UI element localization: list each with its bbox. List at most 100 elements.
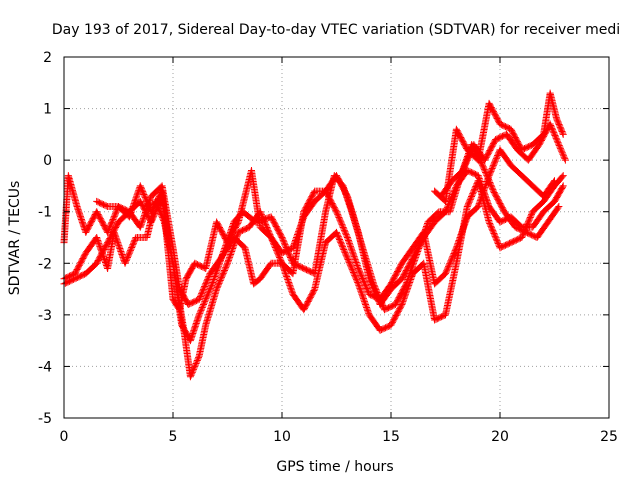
data-point: [489, 228, 497, 236]
data-point: [153, 205, 161, 213]
data-point: [270, 241, 278, 249]
data-point: [215, 279, 223, 287]
data-point: [481, 167, 489, 175]
data-point: [352, 259, 360, 267]
data-point: [559, 130, 567, 138]
data-point: [107, 220, 115, 228]
data-point: [199, 285, 207, 293]
data-point: [547, 123, 555, 131]
data-point: [104, 228, 112, 236]
data-point: [550, 178, 558, 186]
data-point: [145, 200, 153, 208]
data-point: [155, 199, 163, 207]
data-point: [223, 261, 231, 269]
data-point: [485, 173, 493, 181]
data-point: [102, 202, 110, 210]
data-point: [341, 228, 349, 236]
data-point: [200, 299, 208, 307]
data-point: [210, 275, 218, 283]
data-point: [202, 278, 210, 286]
data-point: [189, 367, 197, 375]
data-point: [348, 245, 356, 253]
data-point: [553, 137, 561, 145]
data-point: [123, 255, 131, 263]
data-point: [555, 142, 563, 150]
data-point: [481, 183, 489, 191]
data-point: [198, 290, 206, 298]
data-point: [337, 218, 345, 226]
data-point: [116, 245, 124, 253]
data-point: [282, 242, 290, 250]
data-point: [125, 249, 133, 257]
data-point: [116, 246, 124, 254]
data-point: [337, 219, 345, 227]
data-point: [284, 248, 292, 256]
data-point: [338, 241, 346, 249]
data-point: [486, 170, 494, 178]
data-point: [273, 246, 281, 254]
data-point: [113, 237, 121, 245]
data-point: [94, 236, 102, 244]
data-point: [363, 305, 371, 313]
data-point: [188, 368, 196, 376]
data-point: [150, 211, 158, 219]
data-point: [340, 225, 348, 233]
data-point: [211, 273, 219, 281]
data-point: [554, 139, 562, 147]
data-point: [93, 235, 101, 243]
x-tick-label: 0: [60, 429, 69, 445]
data-point: [282, 244, 290, 252]
y-tick-label: -2: [38, 256, 52, 272]
data-point: [351, 256, 359, 264]
data-point: [479, 189, 487, 197]
data-point: [339, 244, 347, 252]
data-point: [111, 210, 119, 218]
data-point: [488, 224, 496, 232]
data-point: [359, 293, 367, 301]
data-point: [405, 271, 413, 279]
data-point: [352, 274, 360, 282]
data-point: [412, 252, 420, 260]
data-point: [333, 228, 340, 236]
data-point: [112, 234, 120, 242]
data-point: [457, 232, 465, 240]
data-point: [362, 302, 370, 310]
data-point: [144, 203, 152, 211]
data-point: [408, 262, 416, 270]
data-point: [463, 156, 471, 164]
data-point: [187, 371, 195, 379]
data-point: [211, 271, 219, 279]
data-point: [128, 244, 136, 252]
data-point: [262, 222, 270, 230]
data-point: [216, 278, 224, 286]
data-point: [343, 253, 351, 261]
data-point: [413, 250, 421, 258]
data-point: [356, 286, 364, 294]
data-point: [480, 186, 488, 194]
data-point: [350, 251, 358, 259]
data-point: [129, 241, 137, 249]
data-point: [336, 237, 344, 245]
data-point: [338, 221, 346, 229]
data-point: [201, 298, 209, 306]
data-point: [491, 159, 499, 167]
data-point: [225, 255, 233, 263]
data-point: [94, 238, 102, 246]
data-point: [404, 275, 412, 283]
data-point: [353, 261, 361, 269]
data-point: [404, 274, 412, 282]
data-point: [356, 284, 364, 292]
data-point: [257, 209, 265, 217]
data-point: [411, 256, 419, 264]
data-point: [115, 242, 123, 250]
data-point: [196, 294, 204, 302]
data-point: [279, 235, 287, 243]
data-point: [464, 155, 472, 163]
data-point: [210, 274, 218, 282]
data-point: [559, 172, 567, 180]
data-point: [287, 284, 295, 292]
data-point: [550, 129, 558, 137]
data-point: [143, 206, 151, 214]
data-point: [379, 301, 387, 309]
data-point: [549, 127, 557, 135]
